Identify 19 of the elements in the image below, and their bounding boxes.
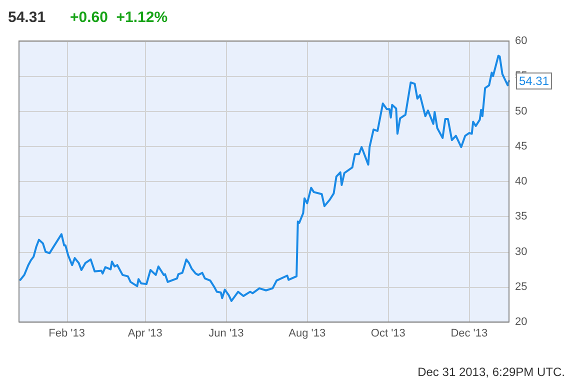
- annotation: 54.31: [519, 74, 550, 88]
- x-tick-label: Aug '13: [288, 328, 326, 340]
- x-tick-label: Oct '13: [370, 328, 406, 340]
- x-tick-label: Apr '13: [128, 328, 162, 340]
- chart-subtitle: +0.60 +1.12%: [70, 9, 168, 26]
- x-tick-label: Dec '13: [450, 328, 488, 340]
- x-tick-label: Feb '13: [48, 328, 85, 340]
- line-series: [19, 54, 510, 302]
- y-tick-label: 60: [515, 35, 528, 47]
- y-tick-label: 45: [515, 140, 528, 152]
- y-tick-label: 20: [515, 316, 528, 328]
- text: Dec 31 2013, 6:29PM UTC.: [418, 365, 565, 379]
- y-tick-label: 40: [515, 176, 528, 188]
- y-tick-label: 25: [515, 280, 528, 293]
- x-tick-label: Jun '13: [208, 328, 244, 340]
- y-tick-label: 30: [515, 246, 528, 258]
- chart-title: 54.31: [8, 9, 46, 26]
- y-tick-label: 35: [515, 210, 528, 223]
- y-tick-label: 50: [515, 105, 528, 118]
